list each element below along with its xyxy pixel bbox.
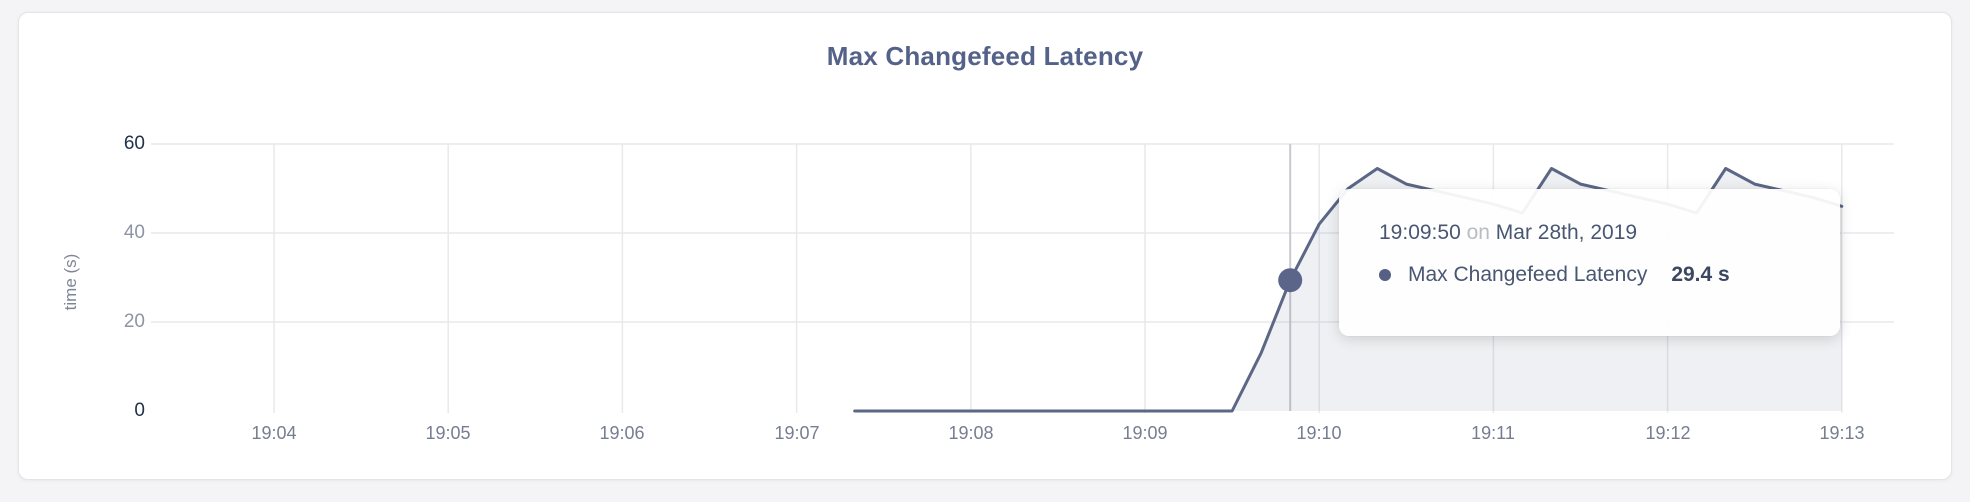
tooltip-series-row: Max Changefeed Latency 29.4 s — [1379, 261, 1840, 289]
chart-tooltip: 19:09:50 on Mar 28th, 2019 Max Changefee… — [1339, 189, 1840, 336]
tooltip-series-value: 29.4 s — [1671, 263, 1730, 286]
y-tick-label: 60 — [123, 133, 145, 154]
x-tick-label: 19:09 — [1122, 423, 1168, 443]
x-tick-label: 19:08 — [948, 423, 994, 443]
chart-card: Max Changefeed Latency time (s) 0 20 40 60 … — [18, 12, 1952, 480]
x-tick-label: 19:11 — [1471, 423, 1515, 443]
hover-point — [1278, 268, 1303, 293]
x-tick-label: 19:04 — [251, 423, 297, 443]
tooltip-conjunction: on — [1466, 221, 1490, 244]
y-tick-label: 40 — [123, 222, 145, 243]
x-tick-label: 19:05 — [425, 423, 471, 443]
y-tick-label: 0 — [134, 400, 145, 421]
chart-title: Max Changefeed Latency — [826, 41, 1144, 71]
tooltip-time: 19:09:50 — [1379, 221, 1461, 244]
tooltip-series-label: Max Changefeed Latency — [1408, 263, 1648, 286]
tooltip-timestamp: 19:09:50 on Mar 28th, 2019 — [1379, 219, 1840, 247]
y-tick-label: 20 — [123, 311, 145, 332]
x-tick-label: 19:07 — [774, 423, 820, 443]
x-tick-label: 19:06 — [599, 423, 645, 443]
x-tick-label: 19:12 — [1645, 423, 1691, 443]
series-legend-dot-icon — [1379, 269, 1391, 281]
tooltip-date: Mar 28th, 2019 — [1495, 221, 1638, 244]
x-tick-label: 19:13 — [1819, 423, 1865, 443]
x-tick-label: 19:10 — [1296, 423, 1342, 443]
